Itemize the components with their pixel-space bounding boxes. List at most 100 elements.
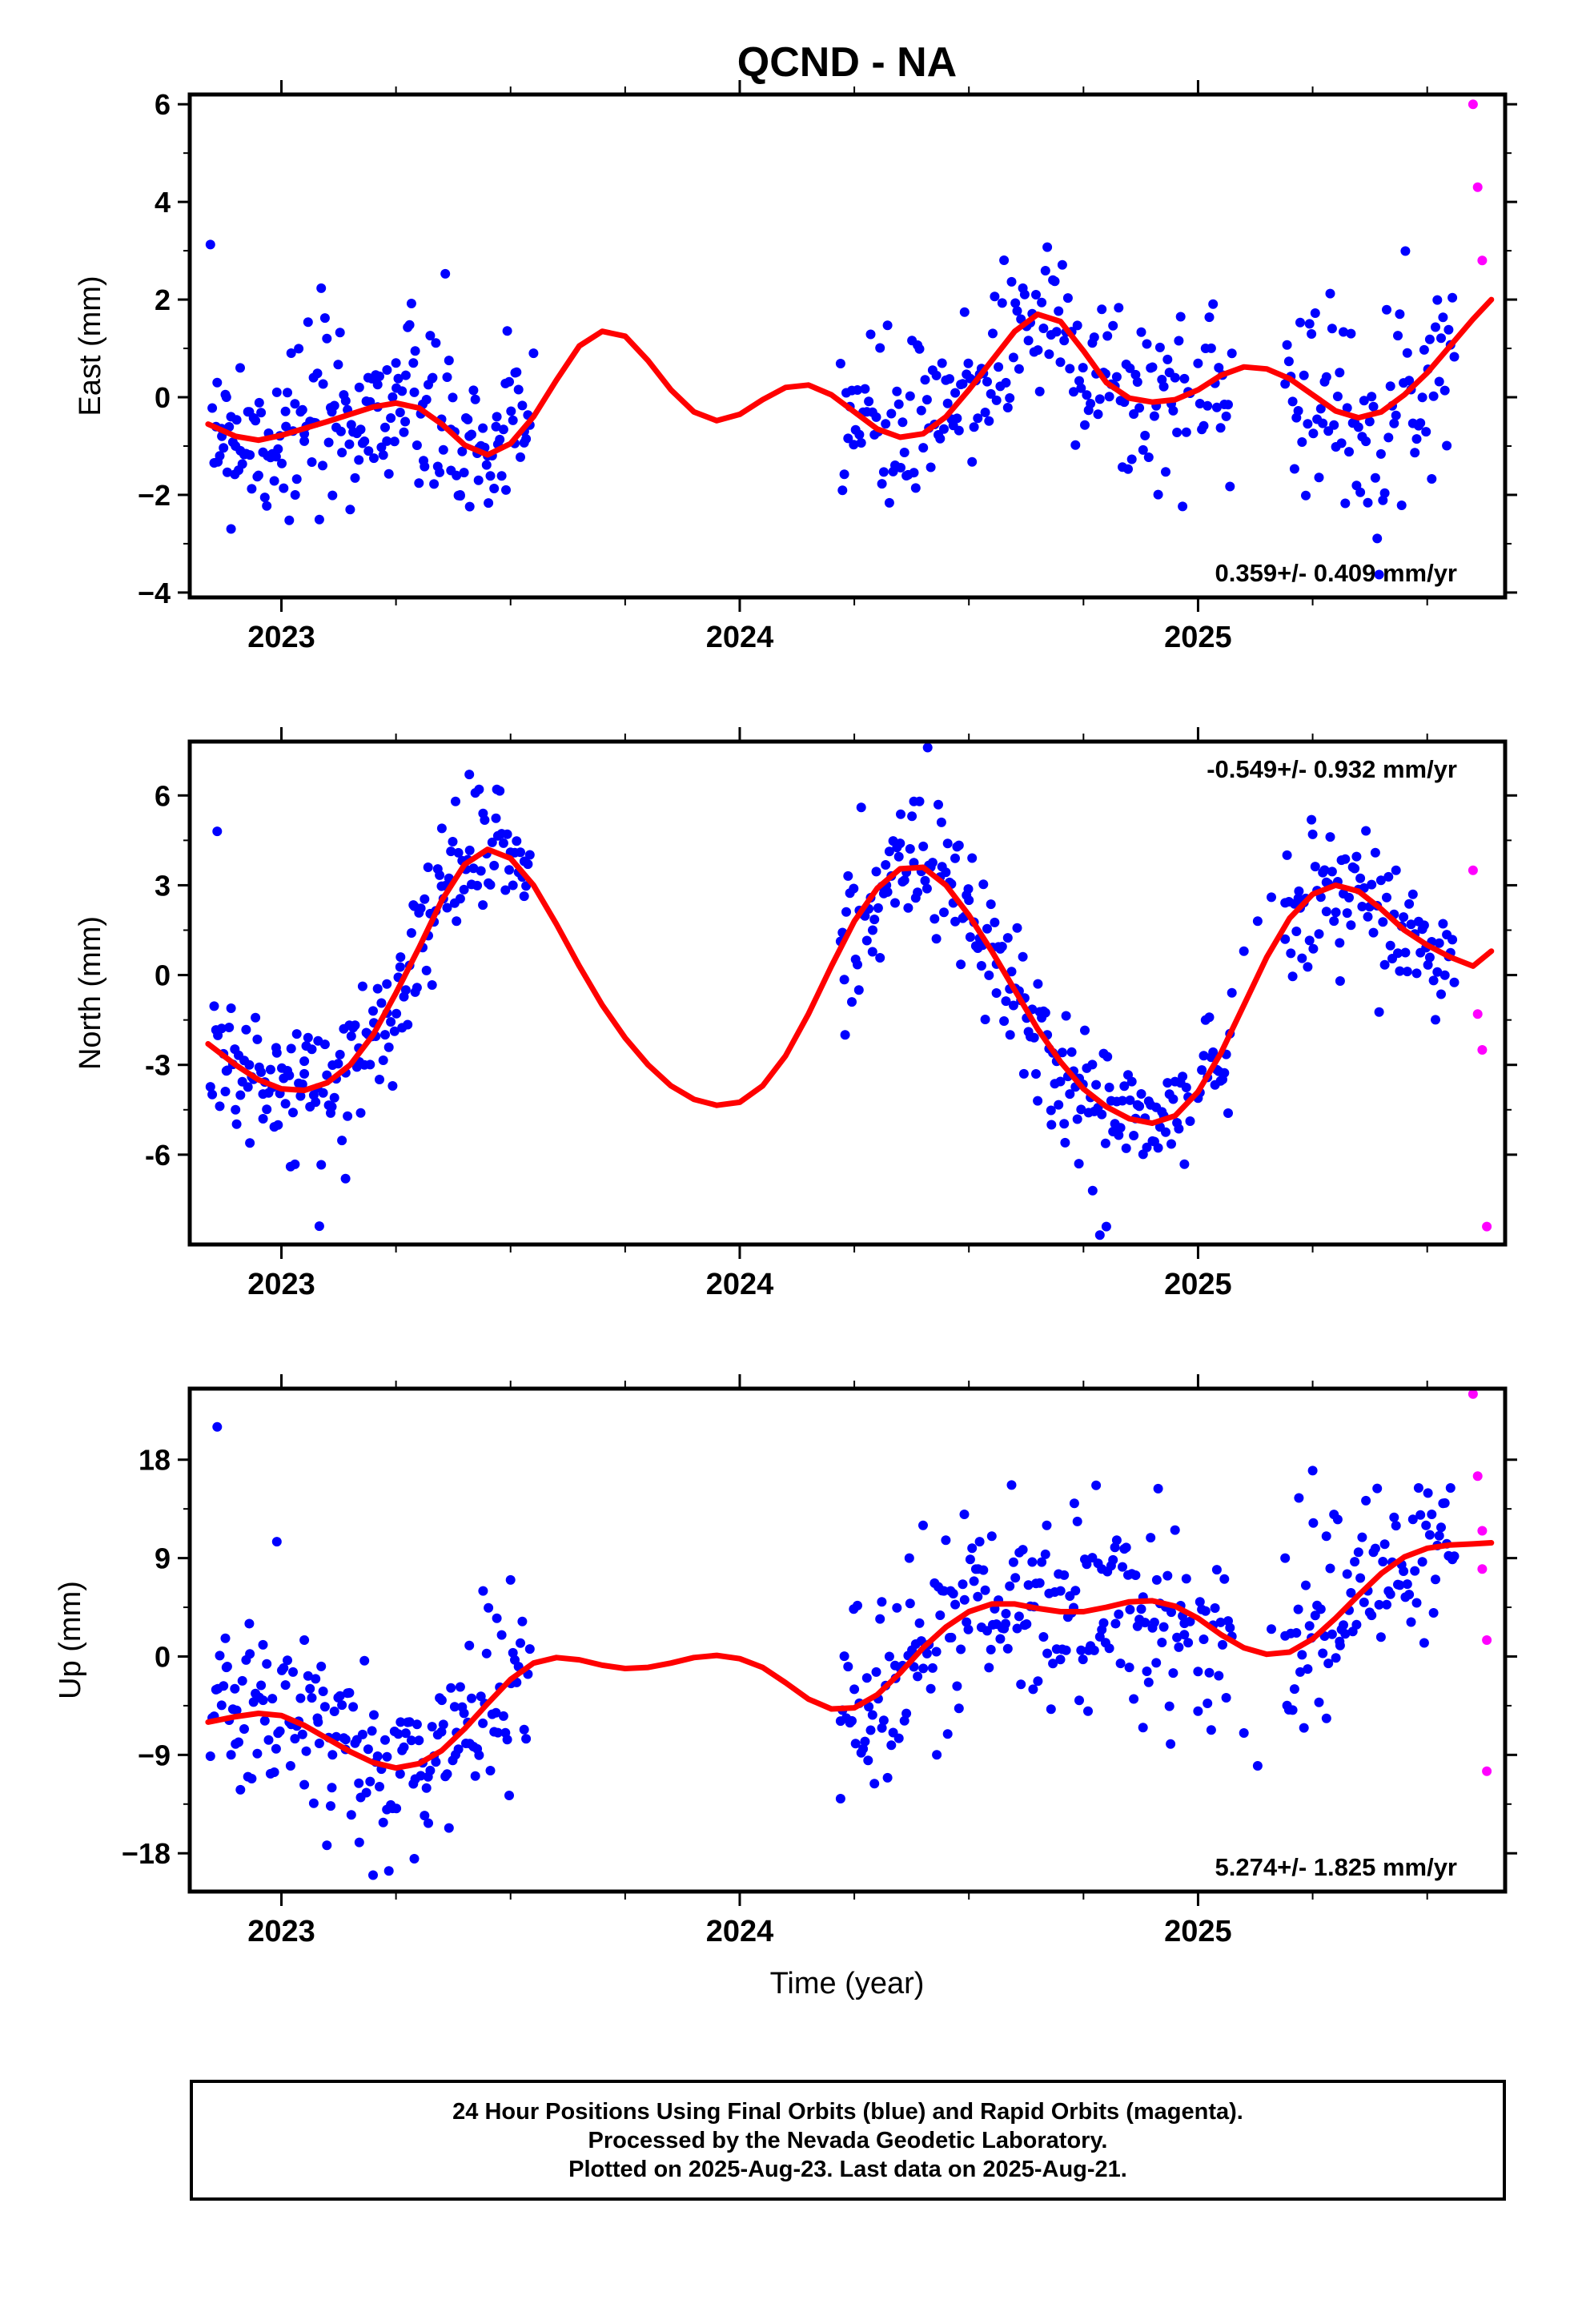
final-point: [921, 395, 932, 405]
final-point: [918, 1520, 928, 1530]
final-point: [451, 1750, 460, 1760]
final-point: [899, 1715, 909, 1726]
final-point: [864, 396, 874, 407]
final-point: [1359, 1597, 1369, 1607]
final-point: [994, 362, 1004, 372]
final-point: [871, 1667, 881, 1677]
rate-label: 5.274+/- 1.825 mm/yr: [1215, 1853, 1457, 1881]
final-point: [1215, 423, 1226, 433]
final-point: [1203, 400, 1213, 411]
final-point: [1149, 1617, 1159, 1627]
final-point: [245, 1649, 255, 1659]
final-point: [973, 1591, 983, 1602]
final-point: [308, 372, 319, 383]
final-point: [226, 1003, 236, 1013]
final-point: [1314, 929, 1324, 939]
final-point: [1367, 392, 1377, 402]
final-point: [1094, 1230, 1105, 1240]
final-point: [386, 1017, 396, 1027]
final-point: [521, 1734, 532, 1744]
final-point: [1185, 1616, 1195, 1626]
rapid-orbit-points: [1468, 99, 1488, 266]
final-point: [1395, 1580, 1405, 1590]
final-point: [1161, 1127, 1170, 1137]
final-point: [950, 388, 961, 398]
final-point: [517, 400, 528, 411]
final-point: [871, 866, 881, 877]
final-point: [476, 866, 486, 876]
final-point: [378, 1055, 388, 1065]
final-point: [431, 1757, 441, 1767]
final-point: [340, 396, 351, 406]
final-point: [910, 483, 921, 493]
final-point: [1314, 472, 1324, 483]
final-point: [1404, 376, 1415, 386]
final-point: [1142, 1142, 1152, 1152]
final-point: [1391, 1521, 1401, 1531]
final-point: [1219, 1574, 1230, 1584]
final-point: [1078, 363, 1088, 373]
final-point: [1074, 376, 1084, 386]
final-point: [1022, 1619, 1032, 1629]
final-point: [346, 420, 356, 430]
final-point: [843, 1662, 853, 1672]
final-point: [1125, 363, 1135, 373]
final-point: [1005, 1581, 1015, 1591]
final-point: [1350, 863, 1360, 874]
final-point: [959, 1594, 970, 1605]
final-point: [299, 1779, 310, 1790]
final-point: [1102, 1051, 1113, 1062]
final-point: [481, 1648, 492, 1659]
final-point: [348, 1702, 359, 1712]
final-point: [1314, 1697, 1324, 1707]
final-point: [997, 298, 1007, 308]
rapid-point: [1477, 255, 1488, 266]
final-point: [1172, 1632, 1182, 1642]
footer-line-1: 24 Hour Positions Using Final Orbits (bl…: [452, 2098, 1243, 2125]
final-point: [1417, 392, 1427, 403]
final-point: [1129, 1694, 1139, 1704]
final-point: [1359, 396, 1369, 406]
final-point: [982, 923, 992, 934]
final-point: [372, 1751, 383, 1761]
panel-1: −4 −2 0 2 4 6 2023 2024 2025 East (mm) 0.359+/- 0.…: [74, 80, 1517, 654]
final-point: [1143, 1677, 1154, 1687]
final-point: [1002, 933, 1013, 943]
final-point: [283, 1655, 292, 1666]
final-point: [1379, 959, 1390, 970]
final-point: [1134, 403, 1145, 413]
y-tick-label: 6: [155, 88, 171, 121]
final-point: [294, 344, 304, 354]
final-point: [964, 895, 974, 906]
final-point: [1151, 1574, 1162, 1585]
final-point: [1407, 1514, 1418, 1525]
final-point: [1321, 877, 1331, 887]
final-point: [877, 1597, 887, 1607]
final-point: [1204, 1667, 1215, 1678]
final-point: [313, 1717, 323, 1727]
final-point: [393, 373, 404, 384]
final-point: [931, 1647, 942, 1657]
final-point: [1175, 312, 1186, 322]
final-point: [1129, 409, 1139, 419]
final-point: [205, 1751, 215, 1761]
final-point: [1319, 865, 1330, 875]
final-point: [1379, 1539, 1390, 1550]
final-point: [926, 1683, 936, 1694]
final-point: [1059, 1119, 1070, 1129]
final-point: [1114, 1130, 1124, 1140]
final-point: [1383, 871, 1394, 882]
final-point: [1074, 1159, 1084, 1169]
final-point: [918, 443, 929, 453]
final-point: [967, 456, 978, 467]
final-point: [346, 1031, 356, 1041]
final-point: [1372, 1483, 1383, 1494]
final-point: [431, 338, 441, 348]
final-point: [327, 1783, 337, 1793]
final-point: [1423, 1488, 1433, 1498]
final-point: [468, 863, 479, 874]
final-point: [1199, 420, 1209, 431]
final-point: [881, 860, 891, 870]
final-point: [1336, 438, 1347, 448]
y-axis-label: North (mm): [74, 916, 107, 1070]
